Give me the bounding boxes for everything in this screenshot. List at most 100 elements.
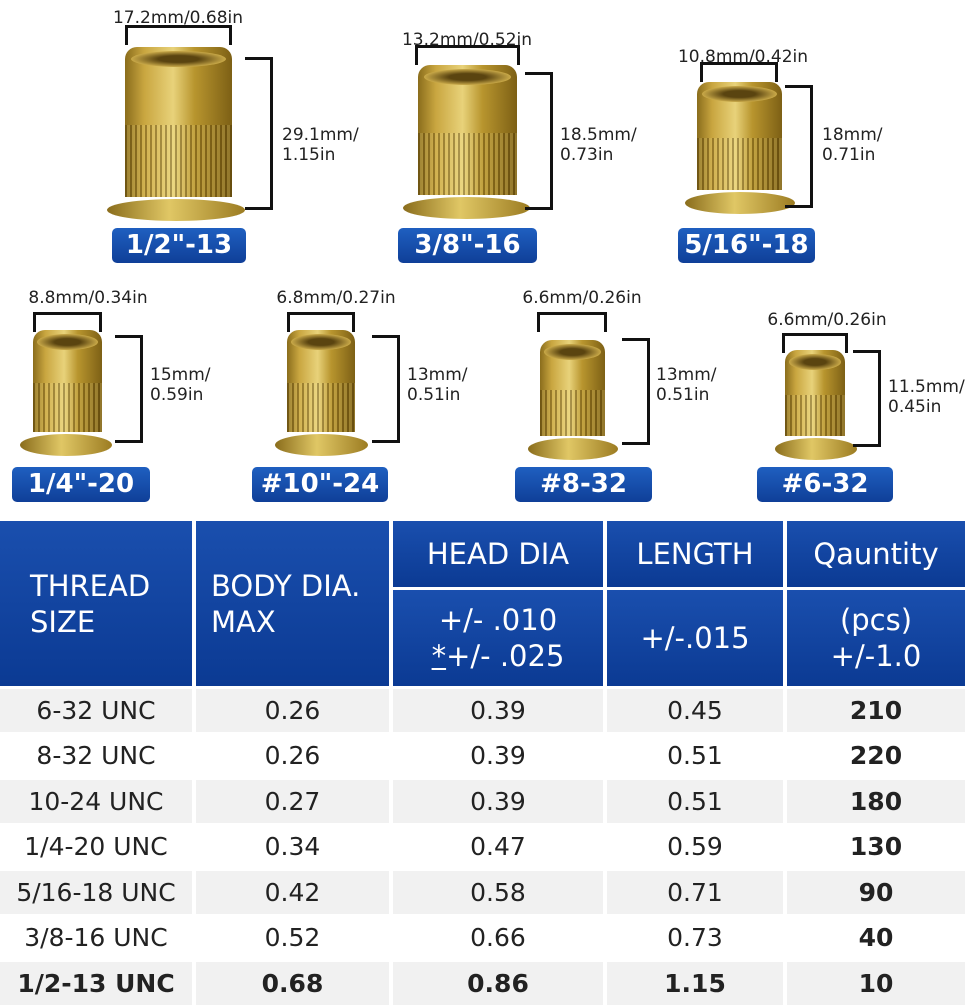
height-dimension-label: 29.1mm/1.15in	[282, 125, 359, 165]
nut-body	[697, 82, 782, 190]
body-dia-cell: 0.52	[196, 916, 389, 959]
width-dimension-label: 6.6mm/0.26in	[522, 288, 642, 308]
height-line2: 0.51in	[656, 385, 710, 405]
head-dia-cell: 0.66	[393, 916, 603, 959]
table-row: 5/16-18 UNC 0.42 0.58 0.71 90	[0, 871, 965, 914]
nut-rim	[291, 334, 351, 350]
head-dia-cell: 0.39	[393, 734, 603, 777]
header-head-dia: HEAD DIA	[393, 521, 603, 587]
header-text: THREAD	[30, 568, 151, 603]
header-text: +/- .025	[446, 639, 565, 673]
height-bracket	[372, 335, 400, 443]
header-head-tolerance: +/- .010 *+/- .025	[393, 590, 603, 686]
rivet-nut-image	[697, 82, 782, 200]
nut-body	[540, 340, 605, 436]
width-dimension-label: 6.8mm/0.27in	[276, 288, 396, 308]
thread-size-badge: #8-32	[515, 467, 652, 502]
height-line2: 0.73in	[560, 145, 614, 165]
height-dimension-label: 11.5mm/0.45in	[888, 377, 965, 417]
head-dia-cell: 0.58	[393, 871, 603, 914]
quantity-cell: 220	[787, 734, 965, 777]
nut-flange	[275, 434, 368, 456]
nut-rim	[702, 86, 777, 102]
nut-rim	[543, 344, 602, 360]
thread-size-cell: 1/2-13 UNC	[0, 962, 192, 1005]
head-dia-cell: 0.39	[393, 780, 603, 823]
height-bracket	[853, 350, 881, 447]
height-line1: 15mm/	[150, 365, 211, 385]
width-bracket	[33, 312, 102, 332]
width-dimension-label: 8.8mm/0.34in	[28, 288, 148, 308]
nut-flange	[685, 192, 795, 214]
nut-body	[33, 330, 102, 432]
height-line2: 0.45in	[888, 397, 942, 417]
header-text: SIZE	[30, 604, 96, 639]
head-dia-cell: 0.86	[393, 962, 603, 1005]
height-dimension-label: 18mm/0.71in	[822, 125, 882, 165]
header-quantity-tolerance: (pcs) +/-1.0	[787, 590, 965, 686]
height-bracket	[785, 85, 813, 208]
length-cell: 0.73	[607, 916, 783, 959]
nut-rim	[423, 69, 512, 85]
nut-rim	[788, 354, 842, 370]
nut-knurling	[287, 383, 355, 432]
thread-size-cell: 8-32 UNC	[0, 734, 192, 777]
header-thread-size: THREAD SIZE	[0, 521, 192, 686]
length-cell: 0.71	[607, 871, 783, 914]
length-cell: 1.15	[607, 962, 783, 1005]
nut-flange	[403, 197, 530, 219]
nut-flange	[107, 199, 245, 221]
header-text: BODY DIA.	[211, 568, 361, 603]
height-line2: 0.71in	[822, 145, 876, 165]
header-length: LENGTH	[607, 521, 783, 587]
height-line2: 1.15in	[282, 145, 336, 165]
table-row: 1/4-20 UNC 0.34 0.47 0.59 130	[0, 825, 965, 868]
rivet-nut-image	[785, 350, 845, 446]
header-text: (pcs)	[839, 603, 913, 637]
height-bracket	[245, 57, 273, 210]
nut-flange	[20, 434, 112, 456]
height-dimension-label: 13mm/0.51in	[656, 365, 716, 405]
nut-body	[125, 47, 232, 197]
nut-knurling	[418, 132, 517, 195]
nut-knurling	[33, 383, 102, 432]
nut-knurling	[540, 389, 605, 436]
body-dia-cell: 0.26	[196, 734, 389, 777]
header-text: +/-1.0	[830, 639, 922, 673]
header-text: *	[431, 639, 447, 673]
table-row: 10-24 UNC 0.27 0.39 0.51 180	[0, 780, 965, 823]
thread-size-cell: 10-24 UNC	[0, 780, 192, 823]
height-line1: 13mm/	[656, 365, 717, 385]
height-bracket	[115, 335, 143, 443]
table-row: 3/8-16 UNC 0.52 0.66 0.73 40	[0, 916, 965, 959]
quantity-cell: 40	[787, 916, 965, 959]
length-cell: 0.45	[607, 689, 783, 732]
header-body-dia: BODY DIA. MAX	[196, 521, 389, 686]
rivet-nut-image	[418, 65, 517, 205]
spec-table: THREAD SIZE BODY DIA. MAX HEAD DIA LENGTH …	[0, 518, 969, 1008]
width-bracket	[537, 312, 607, 332]
height-line2: 0.51in	[407, 385, 461, 405]
nut-body	[785, 350, 845, 436]
body-dia-cell: 0.68	[196, 962, 389, 1005]
quantity-cell: 10	[787, 962, 965, 1005]
rivet-nut-image	[33, 330, 102, 442]
nut-rim	[37, 334, 98, 350]
rivet-nut-image	[125, 47, 232, 207]
height-line1: 18.5mm/	[560, 125, 637, 145]
length-cell: 0.51	[607, 780, 783, 823]
thread-size-cell: 5/16-18 UNC	[0, 871, 192, 914]
height-dimension-label: 15mm/0.59in	[150, 365, 210, 405]
nut-body	[418, 65, 517, 195]
body-dia-cell: 0.34	[196, 825, 389, 868]
quantity-cell: 180	[787, 780, 965, 823]
thread-size-badge: #10"-24	[252, 467, 388, 502]
nut-body	[287, 330, 355, 432]
quantity-cell: 90	[787, 871, 965, 914]
width-bracket	[782, 333, 848, 353]
width-dimension-label: 17.2mm/0.68in	[112, 8, 244, 28]
height-bracket	[622, 338, 650, 445]
quantity-cell: 130	[787, 825, 965, 868]
head-dia-cell: 0.47	[393, 825, 603, 868]
height-dimension-label: 18.5mm/0.73in	[560, 125, 637, 165]
